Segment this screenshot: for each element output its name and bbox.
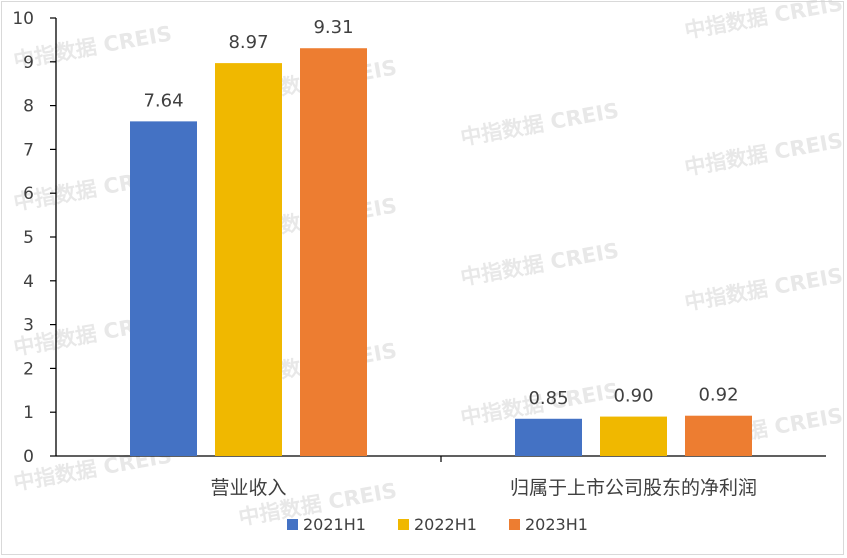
- y-tick-label: 4: [23, 272, 34, 292]
- legend-label: 2022H1: [414, 515, 477, 534]
- y-tick-label: 7: [23, 140, 34, 160]
- data-labels: 7.64 8.97 9.31 0.85 0.90 0.92: [143, 17, 738, 409]
- bar: [300, 48, 367, 457]
- watermark-text: 中指数据 CREIS: [12, 21, 174, 72]
- watermark-text: 中指数据 CREIS: [459, 238, 621, 289]
- y-tick-label: 5: [23, 228, 34, 248]
- data-label: 8.97: [228, 32, 268, 53]
- bar: [515, 418, 582, 456]
- y-tick-label: 1: [23, 403, 34, 423]
- bar: [130, 121, 197, 457]
- y-tick-label: 0: [23, 447, 34, 467]
- legend-label: 2021H1: [303, 515, 366, 534]
- y-tick-label: 8: [23, 97, 34, 117]
- x-category-label: 归属于上市公司股东的净利润: [510, 477, 757, 499]
- legend: 2021H1 2022H1 2023H1: [287, 515, 588, 534]
- data-label: 0.85: [528, 388, 568, 409]
- watermark-text: 中指数据 CREIS: [459, 98, 621, 149]
- x-category-label: 营业收入: [210, 477, 286, 499]
- bar: [215, 63, 282, 456]
- legend-swatch: [287, 519, 298, 530]
- legend-swatch: [398, 519, 409, 530]
- bars: [130, 48, 752, 457]
- legend-label: 2023H1: [525, 515, 588, 534]
- watermark-text: 中指数据 CREIS: [683, 0, 845, 43]
- data-label: 0.90: [613, 386, 653, 407]
- data-label: 7.64: [143, 90, 183, 111]
- y-tick-label: 10: [12, 9, 34, 29]
- data-label: 0.92: [698, 385, 738, 406]
- y-tick-label: 3: [23, 316, 34, 336]
- bar: [600, 416, 667, 456]
- y-tick-label: 9: [23, 53, 34, 73]
- data-label: 9.31: [313, 17, 353, 38]
- bar: [685, 415, 752, 456]
- watermark-text: 中指数据 CREIS: [683, 128, 845, 179]
- y-tick-label: 2: [23, 359, 34, 379]
- legend-swatch: [509, 519, 520, 530]
- watermark-text: 中指数据 CREIS: [683, 263, 845, 314]
- y-tick-label: 6: [23, 184, 34, 204]
